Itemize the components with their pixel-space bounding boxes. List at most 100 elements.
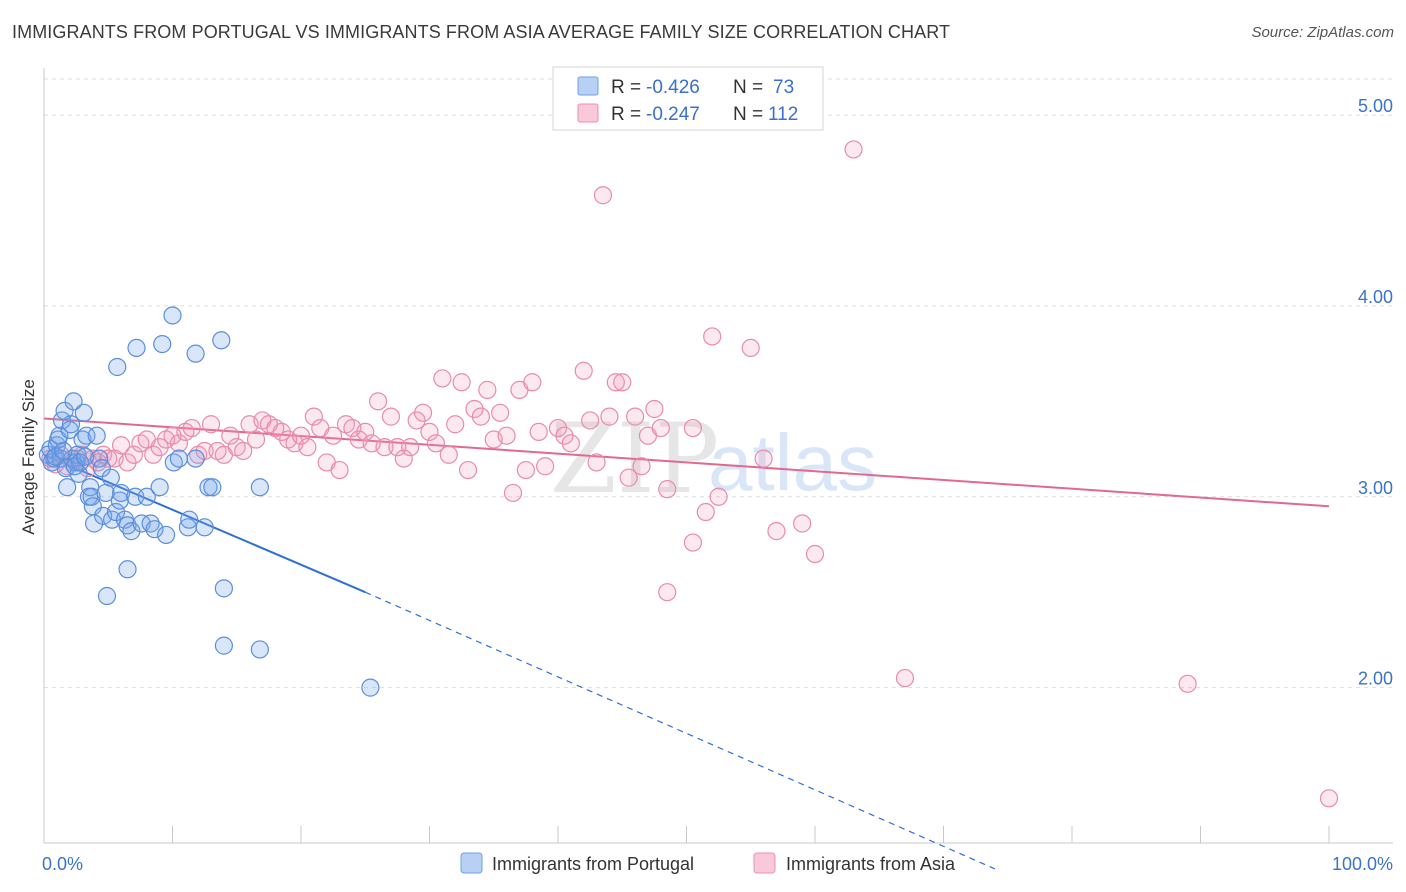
data-point-asia: [529, 422, 548, 441]
legend-r-label-portugal: R =: [611, 77, 641, 98]
data-point-asia: [246, 430, 266, 449]
data-point-asia: [111, 436, 131, 455]
data-point-asia: [741, 338, 760, 358]
data-point-asia: [696, 502, 715, 522]
data-point-asia: [536, 457, 555, 476]
data-point-portugal: [111, 483, 131, 503]
data-point-asia: [491, 403, 510, 422]
data-point-asia: [709, 487, 728, 506]
trend-line-portugal-extrapolated: [365, 591, 996, 870]
data-point-asia: [683, 533, 703, 552]
data-point-asia: [446, 415, 465, 434]
data-point-asia: [291, 426, 311, 445]
data-point-asia: [439, 445, 458, 464]
data-point-asia: [593, 186, 613, 205]
legend-swatch-portugal: [577, 76, 599, 96]
legend-swatch-asia: [577, 103, 599, 123]
series-legend-label-asia: Immigrants from Asia: [786, 854, 956, 874]
data-point-asia: [683, 418, 703, 438]
data-point-asia: [651, 418, 670, 438]
data-point-asia: [895, 668, 915, 688]
data-point-portugal: [76, 447, 95, 466]
legend-n-label-portugal: N =: [733, 77, 763, 98]
data-point-asia: [658, 480, 677, 499]
data-point-asia: [767, 522, 786, 541]
data-point-portugal: [77, 426, 96, 445]
data-point-asia: [356, 422, 375, 441]
axes: 2.00 3.00 4.00 5.00: [43, 68, 1393, 844]
data-point-asia: [433, 369, 452, 388]
data-point-asia: [394, 449, 413, 468]
data-point-portugal: [250, 478, 269, 497]
data-point-portugal: [58, 478, 77, 497]
data-point-asia: [497, 426, 516, 445]
data-point-asia: [375, 438, 394, 457]
data-point-portugal: [169, 449, 189, 468]
data-point-portugal: [195, 518, 214, 537]
data-point-asia: [844, 140, 863, 159]
data-point-asia: [182, 418, 201, 438]
data-points: [38, 140, 1339, 808]
data-point-asia: [124, 445, 144, 464]
data-point-portugal: [82, 487, 101, 506]
legend-r-value-portugal: -0.426: [646, 77, 700, 98]
y-tick-label: 4.00: [1358, 287, 1393, 307]
data-point-portugal: [203, 478, 222, 497]
data-point-portugal: [122, 522, 141, 541]
y-tick-label: 2.00: [1358, 669, 1393, 689]
data-point-asia: [304, 407, 323, 426]
data-point-asia: [381, 407, 401, 426]
data-point-portugal: [163, 306, 182, 325]
series-legend-label-portugal: Immigrants from Portugal: [492, 854, 694, 874]
data-point-asia: [201, 415, 221, 434]
data-point-portugal: [110, 491, 129, 510]
data-point-asia: [407, 411, 426, 430]
data-point-asia: [561, 434, 580, 453]
data-point-portugal: [127, 338, 146, 358]
trend-lines: [43, 417, 1330, 870]
data-point-asia: [471, 407, 490, 426]
data-point-asia: [298, 438, 317, 457]
data-point-portugal: [212, 331, 231, 350]
data-point-asia: [118, 453, 137, 472]
data-point-portugal: [74, 403, 93, 422]
data-point-portugal: [214, 579, 233, 598]
data-point-asia: [221, 426, 240, 445]
data-point-portugal: [361, 678, 380, 697]
y-tick-label: 5.00: [1358, 96, 1393, 116]
data-point-portugal: [87, 426, 106, 445]
series-legend-swatch-asia: [753, 852, 776, 874]
data-point-asia: [555, 426, 574, 445]
data-point-asia: [426, 434, 446, 453]
trend-line-asia: [43, 417, 1330, 508]
data-point-asia: [458, 460, 478, 480]
data-point-asia: [413, 403, 433, 422]
data-point-asia: [587, 453, 606, 472]
data-point-asia: [606, 373, 625, 392]
data-point-portugal: [101, 468, 120, 487]
data-point-asia: [478, 380, 497, 399]
data-point-asia: [613, 373, 632, 392]
data-point-portugal: [150, 478, 169, 497]
legend-r-label-asia: R =: [611, 104, 641, 125]
data-point-asia: [574, 361, 593, 380]
data-point-portugal: [199, 478, 218, 497]
data-point-asia: [272, 422, 291, 441]
data-point-asia: [619, 468, 638, 487]
data-point-asia: [793, 514, 812, 533]
data-point-portugal: [250, 640, 269, 659]
data-point-asia: [632, 457, 651, 476]
x-tick-label-max: 100.0%: [1332, 854, 1393, 874]
data-point-asia: [369, 392, 388, 411]
data-point-portugal: [60, 420, 79, 440]
legend-n-value-portugal: 73: [773, 77, 794, 98]
data-point-portugal: [118, 560, 137, 579]
data-point-asia: [703, 327, 722, 346]
watermark-atlas: atlas: [708, 418, 877, 507]
data-point-asia: [234, 441, 253, 461]
data-point-asia: [625, 407, 645, 426]
data-point-portugal: [156, 525, 176, 545]
series-legend: Immigrants from Portugal Immigrants from…: [460, 852, 956, 874]
data-point-asia: [658, 583, 677, 602]
